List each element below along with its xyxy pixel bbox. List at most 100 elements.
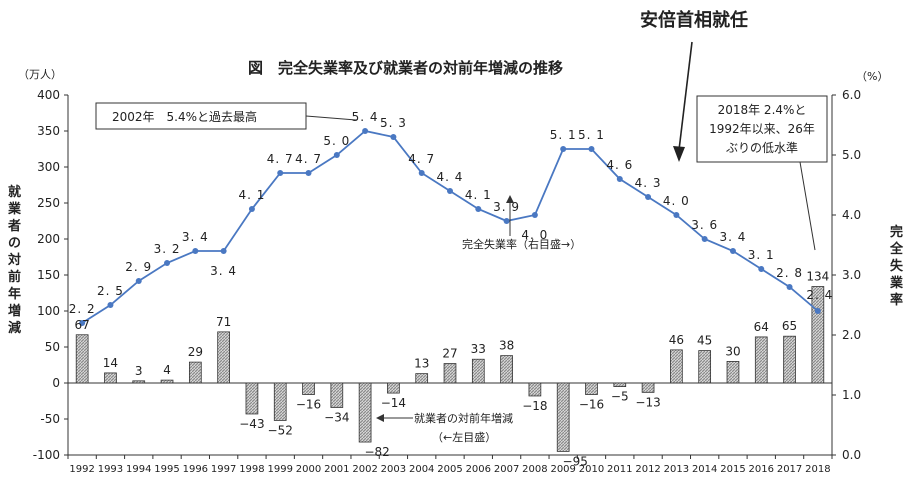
line-legend-text: 完全失業率（右目盛→） bbox=[462, 237, 581, 251]
employment-change-bar bbox=[585, 382, 598, 395]
x-tick-label: 2002 bbox=[352, 464, 377, 475]
unemployment-rate-point bbox=[814, 308, 821, 314]
line-value-label: 4. 7 bbox=[408, 152, 435, 166]
line-value-label: 3. 4 bbox=[720, 230, 747, 244]
bar-value-label: 71 bbox=[216, 315, 231, 329]
left-tick-label: -100 bbox=[33, 448, 60, 462]
left-tick-label: 350 bbox=[37, 124, 60, 138]
unemployment-rate-point bbox=[79, 320, 86, 326]
unemployment-rate-point bbox=[418, 170, 425, 176]
low-callout: 2018年 2.4%と 1992年以来、26年 ぶりの低水準 bbox=[696, 95, 828, 251]
bar-value-label: 13 bbox=[414, 357, 429, 371]
right-axis-unit: （%） bbox=[856, 70, 888, 83]
bar-value-label: 3 bbox=[135, 364, 143, 378]
low-callout-box bbox=[696, 95, 828, 163]
employment-change-bar bbox=[443, 363, 457, 384]
employment-change-bar bbox=[783, 335, 796, 384]
right-tick-label: 3.0 bbox=[842, 268, 861, 282]
line-value-label: 4. 6 bbox=[606, 158, 633, 172]
x-tick-label: 2016 bbox=[749, 464, 774, 475]
bar-value-label: −43 bbox=[239, 417, 264, 431]
bar-value-label: −14 bbox=[381, 396, 406, 410]
x-tick-label: 2010 bbox=[579, 464, 604, 475]
line-value-label: 3. 2 bbox=[154, 242, 181, 256]
employment-change-bar bbox=[415, 373, 429, 384]
x-tick-label: 1998 bbox=[239, 464, 264, 475]
left-tick-label: 0 bbox=[52, 376, 60, 390]
employment-change-bar bbox=[641, 382, 655, 393]
line-value-label: 4. 7 bbox=[267, 152, 294, 166]
bar-value-label: −18 bbox=[522, 399, 547, 413]
unemployment-rate-point bbox=[192, 248, 199, 254]
line-value-label: 4. 3 bbox=[635, 176, 662, 190]
bar-value-label: −16 bbox=[579, 398, 604, 412]
employment-change-bar bbox=[670, 349, 683, 384]
x-tick-label: 1996 bbox=[183, 464, 208, 475]
low-callout-line-2: 1992年以来、26年 bbox=[709, 122, 815, 136]
unemployment-rate-point bbox=[531, 212, 538, 218]
employment-change-bar bbox=[726, 360, 740, 384]
line-value-label: 2. 4 bbox=[806, 288, 833, 302]
unemployment-rate-point bbox=[560, 146, 567, 152]
bar-value-label: −16 bbox=[296, 398, 321, 412]
line-value-label: 3. 6 bbox=[691, 218, 718, 232]
unemployment-rate-point bbox=[701, 236, 708, 242]
line-value-label: 3. 4 bbox=[210, 264, 237, 278]
right-tick-label: 2.0 bbox=[842, 328, 861, 342]
line-value-label: 5. 0 bbox=[323, 134, 350, 148]
employment-change-bar bbox=[613, 382, 627, 387]
bar-value-label: 64 bbox=[754, 320, 769, 334]
unemployment-rate-point bbox=[447, 188, 453, 194]
employment-change-bar bbox=[302, 382, 315, 395]
x-tick-label: 2013 bbox=[664, 464, 689, 475]
x-tick-label: 1999 bbox=[267, 464, 292, 475]
employment-change-bar bbox=[273, 382, 287, 421]
x-tick-label: 2014 bbox=[692, 464, 717, 475]
low-callout-line-1: 2018年 2.4%と bbox=[718, 103, 807, 117]
low-callout-leader bbox=[799, 161, 816, 251]
low-callout-line-3: ぶりの低水準 bbox=[726, 140, 798, 155]
right-tick-label: 0.0 bbox=[842, 448, 861, 462]
unemployment-rate-point bbox=[333, 152, 340, 158]
chart-title: 図 完全失業率及び就業者の対前年増減の推移 bbox=[248, 59, 563, 77]
axes-and-ticks: 400 350 300 250 200 150 100 50 0 -50 -100 6.0 5.0 4.0… bbox=[33, 88, 861, 475]
x-tick-label: 2009 bbox=[550, 464, 575, 475]
unemployment-rate-point bbox=[503, 218, 510, 224]
bar-value-label: 134 bbox=[806, 270, 829, 284]
employment-change-bar bbox=[104, 372, 117, 384]
unemployment-rate-point bbox=[475, 206, 482, 212]
bar-legend-text-2: （←左目盛） bbox=[432, 430, 496, 444]
x-tick-label: 2008 bbox=[522, 464, 547, 475]
bar-value-label: 29 bbox=[188, 345, 203, 359]
x-tick-label: 1994 bbox=[126, 464, 151, 475]
x-tick-label: 1992 bbox=[69, 464, 94, 475]
line-value-label: 5. 4 bbox=[352, 110, 379, 124]
employment-change-bar bbox=[754, 336, 768, 384]
employment-change-bar bbox=[188, 361, 202, 384]
line-value-label: 2. 2 bbox=[69, 302, 96, 316]
right-tick-label: 6.0 bbox=[842, 88, 861, 102]
left-tick-label: 400 bbox=[37, 88, 60, 102]
peak-callout-text: 2002年 5.4%と過去最高 bbox=[112, 109, 257, 124]
line-value-label: 4. 0 bbox=[521, 228, 548, 242]
bar-value-label: 33 bbox=[471, 342, 486, 356]
employment-change-bar bbox=[330, 382, 344, 408]
bar-value-label: 27 bbox=[442, 347, 457, 361]
line-value-label: 5. 1 bbox=[550, 128, 577, 142]
line-value-label: 2. 8 bbox=[776, 266, 803, 280]
employment-change-bar bbox=[132, 380, 146, 384]
line-value-label: 5. 3 bbox=[380, 116, 407, 130]
employment-change-bar bbox=[528, 382, 542, 397]
unemployment-rate-point bbox=[673, 212, 680, 218]
line-value-label: 4. 7 bbox=[295, 152, 322, 166]
unemployment-rate-point bbox=[729, 248, 736, 254]
x-tick-label: 2007 bbox=[494, 464, 519, 475]
employment-change-bar bbox=[387, 382, 400, 394]
x-tick-label: 2012 bbox=[635, 464, 660, 475]
unemployment-rate-point bbox=[248, 206, 255, 212]
line-value-label: 5. 1 bbox=[578, 128, 605, 142]
x-tick-label: 2004 bbox=[409, 464, 434, 475]
employment-change-bar bbox=[160, 379, 174, 384]
left-axis-title: 就業者の対前年増減 bbox=[7, 184, 22, 336]
